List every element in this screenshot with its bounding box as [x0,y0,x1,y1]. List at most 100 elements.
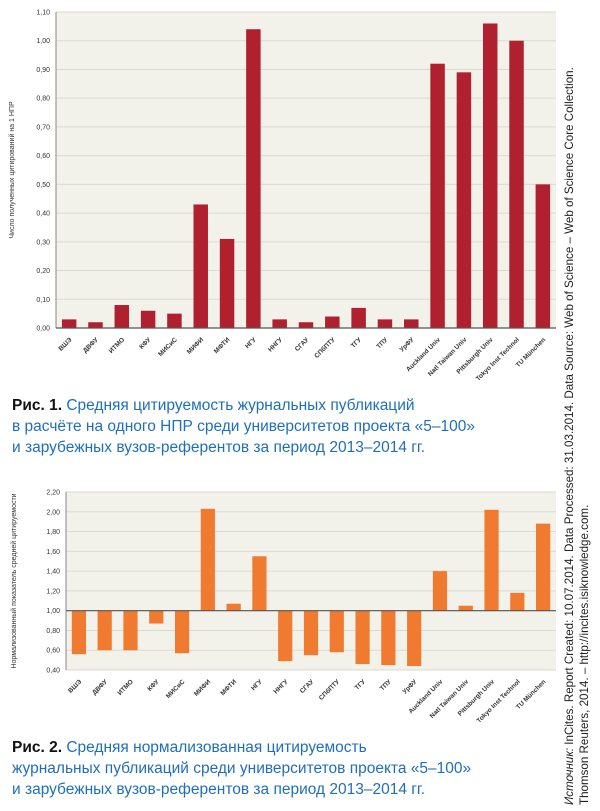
x-category-label: ННГУ [273,678,291,696]
y-tick-label: 1,00 [46,608,60,615]
y-tick-label: 1,10 [36,10,50,17]
x-category-label: УрФУ [402,678,420,696]
figure-1-label: Рис. 1. [12,397,63,414]
plot-area [56,12,556,328]
x-category-label: СПбПТУ [313,335,338,360]
source-note-line-1: InCites. Report Created: 10.07.2014. Dat… [563,67,576,748]
bar [88,322,103,328]
chart-1: 0,00 0,10 0,20 0,30 0,40 0,50 0,60 0,70 0,80 0,90… [8,10,556,383]
bar [97,610,112,651]
bar [432,571,448,611]
source-note-line-2: Thomson Reuters, 2014. – http://incites.… [578,504,591,805]
y-tick-label: 0,90 [36,67,50,74]
bar [407,610,422,667]
bar [355,610,370,665]
x-category-label: ТГУ [354,678,368,692]
x-category-label: Tokyo Inst Technol [476,678,522,724]
x-category-label: ТПУ [375,336,390,351]
x-category-label: ДВФУ [91,678,110,697]
y-tick-label: 0,40 [46,668,60,675]
bar [149,610,164,624]
bar [252,556,267,611]
bar [123,610,138,651]
bar [219,238,235,328]
bar [456,72,472,328]
x-category-label: КФУ [146,678,161,693]
bar [298,322,314,328]
x-category-label: ДВФУ [82,336,101,355]
y-tick-label: 1,80 [46,529,60,536]
y-tick-label: 0,80 [36,96,50,103]
y-tick-label: 0,80 [46,628,60,635]
y-tick-label: 0,30 [36,239,50,246]
bar [278,610,293,662]
x-category-label: СГАУ [299,678,316,695]
bar [200,508,215,611]
y-tick-label: 0,60 [36,153,50,160]
chart-2: 0,40 0,60 0,80 1,00 1,20 1,40 1,60 1,80 2,00 2,20… [10,490,556,725]
bar [167,313,182,328]
y-tick-label: 0,60 [46,648,60,655]
bar [510,592,525,611]
bar [484,509,499,611]
bar [114,305,130,328]
x-category-label: НГУ [244,336,258,350]
figure-1-title-line-2: в расчёте на одного НПР среди университе… [12,418,475,435]
x-category-label: КФУ [138,336,153,351]
bar [193,204,208,328]
x-category-label: МИСиС [157,336,179,358]
y-tick-label: 0,50 [36,182,50,189]
figure-2-title-line-1: Средняя нормализованная цитируемость [62,739,367,756]
bar [381,610,396,666]
y-tick-label: 0,00 [36,326,50,333]
y-tick-label: 1,40 [46,569,60,576]
y-axis-title: Нормализованный показатель средней цитир… [10,493,18,668]
bar [71,610,86,655]
x-category-label: МИФИ [186,336,206,356]
y-tick-label: 1,20 [46,588,60,595]
bar [174,610,190,654]
x-category-label: НГУ [250,678,264,692]
bar [226,603,241,611]
source-note: Источник: InCites. Report Created: 10.07… [562,5,592,805]
bar [458,605,473,611]
x-category-label: ИТМО [108,336,126,354]
bar [377,319,393,328]
x-category-label: СПбПТУ [317,677,342,702]
figure-2-title-line-3: и зарубежных вузов-референтов за период … [12,781,425,798]
y-tick-label: 0,40 [36,211,50,218]
y-tick-label: 2,00 [46,509,60,516]
bar [404,319,419,328]
bar [329,610,344,653]
x-category-label: МИФИ [193,678,213,698]
bar [61,319,77,328]
y-tick-label: 1,60 [46,549,60,556]
x-category-label: МФТИ [213,336,232,355]
x-category-label: ННГУ [267,336,285,354]
figure-1-title-line-1: Средняя цитируемость журнальных публикац… [62,397,415,414]
figure-1-title-line-3: и зарубежных вузов-референтов за период … [12,439,425,456]
x-category-label: ТГУ [350,336,364,350]
bar [351,307,366,328]
figure-2-caption: Рис. 2. Средняя нормализованная цитируем… [12,737,552,800]
y-axis-title: Число полученных цитирований на 1 НПР [8,101,16,239]
x-category-label: ТПУ [379,678,394,693]
x-category-label: ВШЭ [67,678,83,694]
source-note-label: Источник: [563,747,576,805]
figure-1-caption: Рис. 1. Средняя цитируемость журнальных … [12,395,552,458]
y-tick-label: 0,70 [36,124,50,131]
y-tick-label: 0,20 [36,268,50,275]
bar [482,23,498,329]
x-category-label: ИТМО [116,678,134,696]
bar [272,319,287,328]
bar [535,184,551,328]
y-tick-label: 2,20 [46,490,60,497]
figure-2-title-line-2: журнальных публикаций среди университето… [12,760,472,777]
bar [325,316,340,328]
bar [536,523,551,611]
x-category-label: СГАУ [294,336,311,353]
bar [430,63,445,328]
bar [509,40,524,329]
y-tick-label: 1,00 [36,38,50,45]
x-category-label: УрФУ [399,336,417,354]
